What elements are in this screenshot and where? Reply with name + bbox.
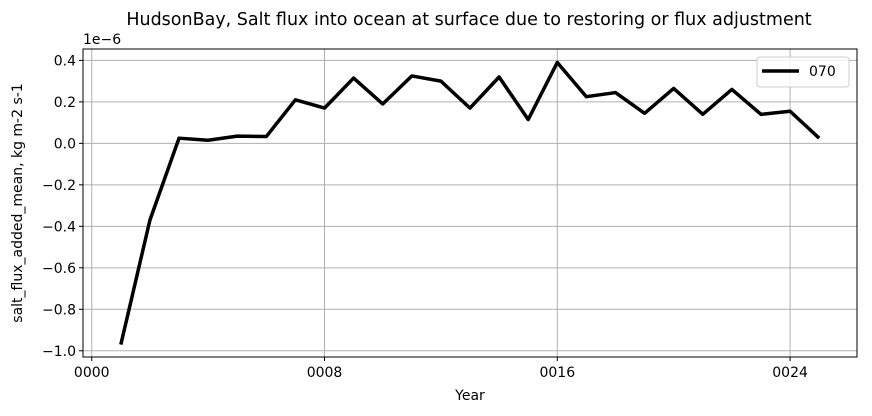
y-axis-label: salt_flux_added_mean, kg m-2 s-1 xyxy=(10,83,26,322)
series-lines xyxy=(121,62,820,344)
legend: 070 xyxy=(757,57,849,87)
y-tick-label: −1.0 xyxy=(42,344,76,360)
y-tick-label: −0.6 xyxy=(42,261,76,277)
x-tick-label: 0016 xyxy=(539,365,575,381)
y-tick-label: 0.0 xyxy=(54,136,76,152)
y-tick-label: −0.8 xyxy=(42,302,76,318)
y-tick-label: −0.2 xyxy=(42,178,76,194)
ticks: 0000 0008 0016 0024 0.4 0.2 0.0 −0.2 −0.4 −0.6 −0.… xyxy=(42,53,808,381)
x-tick-label: 0024 xyxy=(772,365,808,381)
series-line-070 xyxy=(121,62,819,344)
y-tick-label: −0.4 xyxy=(42,219,76,235)
legend-label: 070 xyxy=(809,64,836,80)
y-tick-label: 0.4 xyxy=(54,53,76,69)
chart-title: HudsonBay, Salt flux into ocean at surfa… xyxy=(126,10,811,30)
x-tick-label: 0008 xyxy=(307,365,343,381)
y-tick-label: 0.2 xyxy=(54,95,76,111)
y-offset-label: 1e−6 xyxy=(83,32,121,48)
x-axis-label: Year xyxy=(454,388,485,404)
x-tick-label: 0000 xyxy=(74,365,110,381)
